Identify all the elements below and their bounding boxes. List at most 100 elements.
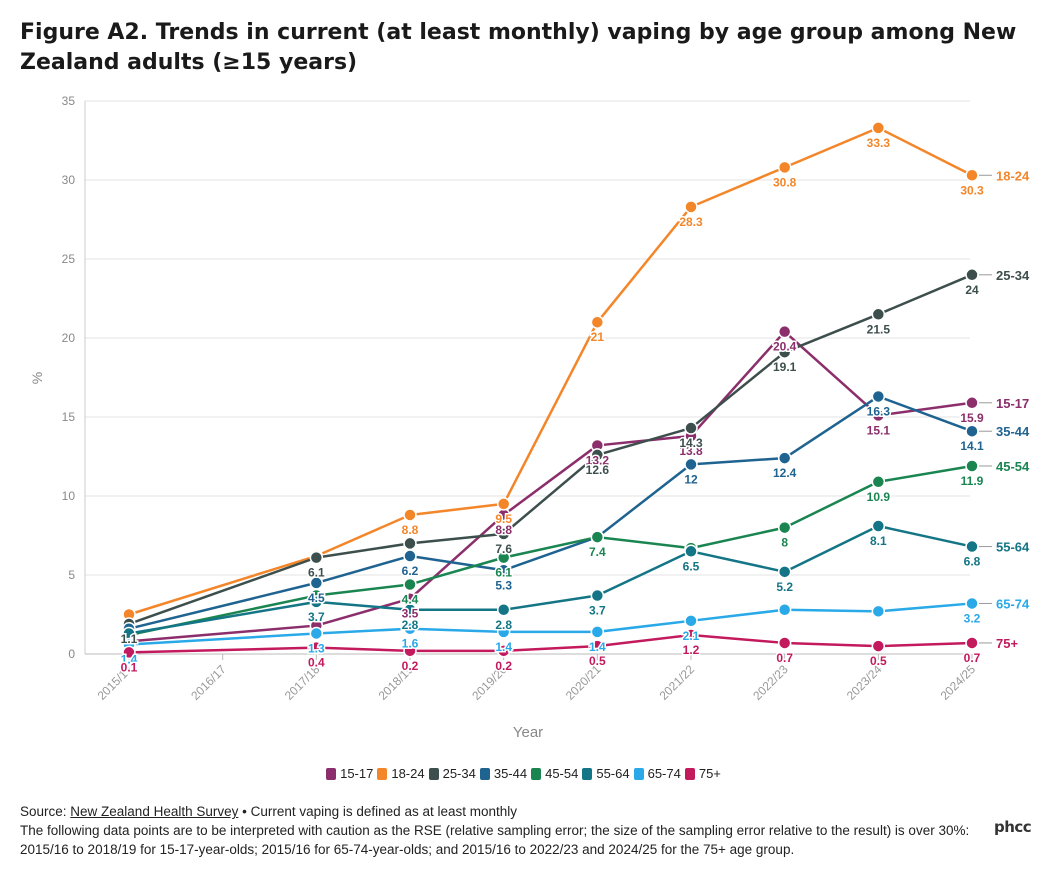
data-point-55-64 (965, 539, 979, 554)
y-axis-title: % (29, 372, 45, 384)
data-point-18-24 (684, 200, 698, 214)
legend-item-15-17[interactable]: 15-17 (326, 766, 373, 781)
end-label-45-54: 45-54 (996, 459, 1030, 474)
legend-item-65-74[interactable]: 65-74 (633, 766, 681, 781)
data-point-65-74 (590, 625, 605, 639)
caution-note: The following data points are to be inte… (20, 823, 970, 857)
data-point-15-17 (965, 396, 979, 410)
legend: 15-17 18-24 25-34 35-44 45-54 55-64 65-74 75+ (0, 766, 1051, 783)
source-link[interactable]: New Zealand Health Survey (70, 804, 239, 819)
legend-label: 55-64 (596, 766, 630, 781)
data-label: 3.5 (402, 607, 419, 621)
data-label: 6.8 (964, 555, 981, 569)
data-point-25-34 (871, 307, 886, 322)
footer: Source: New Zealand Health Survey • Curr… (20, 802, 980, 859)
data-label: 6.1 (308, 566, 325, 580)
series-line-25-34 (128, 273, 973, 626)
data-point-65-74 (965, 596, 979, 611)
legend-item-18-24[interactable]: 18-24 (377, 766, 425, 781)
data-point-55-64 (684, 544, 698, 559)
y-tick-label: 20 (62, 331, 76, 345)
data-label: 0.4 (308, 656, 325, 670)
data-label: 12.6 (586, 463, 610, 477)
data-point-25-34 (496, 527, 511, 541)
legend-swatch (582, 767, 593, 780)
phcc-logo: phcc (994, 818, 1032, 836)
data-label: 1.6 (402, 637, 419, 651)
data-label: 5.3 (495, 578, 512, 592)
data-label: 4.4 (402, 592, 419, 606)
data-label: 0.5 (870, 654, 887, 668)
legend-item-55-64[interactable]: 55-64 (582, 766, 630, 781)
data-point-55-64 (309, 595, 324, 609)
legend-swatch (531, 767, 542, 780)
data-label: 8.8 (402, 523, 419, 537)
data-label: 19.1 (773, 360, 797, 374)
end-label-55-64: 55-64 (996, 540, 1030, 555)
y-tick-label: 5 (68, 568, 75, 582)
data-label: 3.2 (964, 611, 981, 625)
legend-swatch (326, 767, 337, 780)
data-point-45-54 (777, 520, 792, 535)
x-axis: 2015/16 2016/17 2017/18 2018/19 2019/20 2020/… (85, 653, 979, 703)
data-label: 7.4 (589, 545, 606, 559)
chart-title: Figure A2. Trends in current (at least m… (20, 20, 1017, 75)
x-tick-label: 2016/17 (188, 662, 229, 703)
legend-label: 45-54 (545, 766, 579, 781)
data-label: 9.5 (495, 512, 512, 526)
data-point-18-24 (965, 168, 979, 183)
legend-label: 15-17 (340, 766, 374, 781)
data-point-18-24 (496, 497, 511, 511)
data-label: 15.9 (960, 411, 984, 425)
legend-item-45-54[interactable]: 45-54 (531, 766, 578, 781)
legend-item-35-44[interactable]: 35-44 (479, 766, 528, 781)
x-tick-label: 2024/25 (938, 662, 979, 703)
data-label: 28.3 (679, 215, 703, 229)
legend-item-25-34[interactable]: 25-34 (428, 766, 476, 781)
data-point-75+ (871, 639, 886, 653)
data-label: 0.2 (495, 659, 512, 673)
data-point-35-44 (965, 424, 979, 438)
legend-label: 75+ (698, 766, 721, 781)
data-label: 1.4 (495, 640, 512, 654)
end-label-18-24: 18-24 (996, 168, 1030, 183)
data-label: 21.5 (867, 322, 891, 336)
data-point-18-24 (777, 160, 792, 175)
data-point-65-74 (684, 614, 698, 628)
end-label-25-34: 25-34 (996, 268, 1030, 283)
data-point-65-74 (496, 625, 511, 639)
data-label: 21 (591, 330, 605, 344)
data-point-18-24 (871, 121, 886, 135)
data-point-45-54 (403, 577, 417, 592)
data-point-18-24 (590, 315, 605, 329)
data-point-75+ (122, 645, 136, 660)
data-label: 24 (965, 283, 979, 297)
end-labels: 15-17 18-24 25-34 35-44 45-54 55-64 65-74 75+ (979, 168, 1030, 651)
legend-swatch (428, 767, 439, 780)
data-point-55-64 (777, 565, 792, 579)
data-point-25-34 (403, 536, 417, 551)
x-tick-label: 2020/21 (563, 662, 604, 703)
data-point-45-54 (871, 475, 886, 489)
data-point-75+ (403, 644, 417, 658)
data-point-65-74 (403, 621, 417, 636)
legend-label: 35-44 (493, 766, 528, 781)
data-label: 2.8 (495, 618, 512, 632)
end-label-75+: 75+ (996, 636, 1018, 651)
data-point-65-74 (777, 603, 792, 617)
x-axis-title: Year (513, 724, 543, 741)
data-label: 13.8 (679, 444, 703, 458)
data-point-55-64 (590, 588, 605, 603)
x-tick-label: 2022/23 (750, 662, 791, 703)
data-point-25-34 (590, 448, 605, 462)
data-point-55-64 (496, 603, 511, 617)
legend-item-75+[interactable]: 75+ (684, 766, 721, 781)
data-point-45-54 (590, 530, 605, 544)
series-lines (122, 121, 979, 660)
data-label: 11.9 (961, 474, 984, 488)
data-labels: 3.58.813.213.820.415.115.98.89.52128.330… (119, 134, 985, 676)
data-label: 1.3 (308, 641, 325, 655)
y-tick-label: 0 (68, 647, 75, 661)
data-point-65-74 (871, 604, 886, 619)
data-label: 6.1 (495, 566, 512, 580)
